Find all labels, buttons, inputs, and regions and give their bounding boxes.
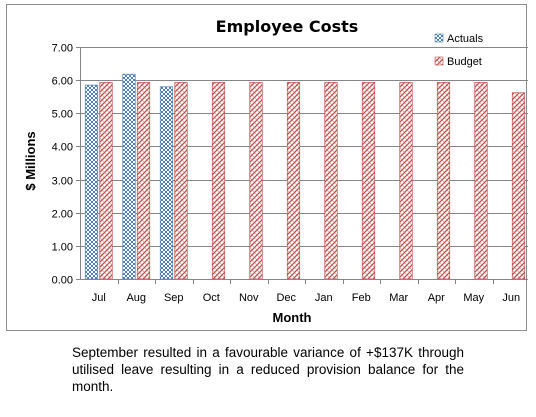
- bar-budget-mar: [399, 82, 413, 280]
- x-tick-label: Nov: [239, 292, 259, 304]
- x-tick-label: Mar: [389, 292, 408, 304]
- chart-container: Employee Costs 0.00 1.00 2.00 3.00 4.00 5.00 6…: [6, 4, 528, 331]
- bar-budget-jan: [324, 82, 338, 280]
- legend-swatch-actuals: [434, 33, 444, 43]
- y-tick-label: 6.00: [52, 76, 73, 88]
- x-tick-label: Dec: [276, 292, 296, 304]
- x-tick-label: Jul: [92, 292, 106, 304]
- legend: Actuals Budget: [434, 33, 484, 68]
- bar-budget-aug: [136, 82, 151, 280]
- bar-actuals-aug: [122, 73, 136, 280]
- y-axis-ticks: 0.00 1.00 2.00 3.00 4.00 5.00 6.00 7.00: [52, 43, 80, 287]
- bar-budget-jul: [99, 82, 113, 280]
- employee-costs-chart: Employee Costs 0.00 1.00 2.00 3.00 4.00 5.00 6…: [23, 17, 528, 325]
- y-tick-label: 2.00: [52, 209, 73, 221]
- x-tick-label: Apr: [428, 292, 445, 304]
- x-tick-label: Sep: [164, 292, 184, 304]
- bar-budget-oct: [211, 82, 226, 280]
- bar-actuals-sep: [159, 86, 174, 280]
- y-tick-label: 7.00: [52, 43, 73, 55]
- bar-actuals-jul: [84, 84, 99, 280]
- bar-budget-apr: [436, 82, 451, 280]
- x-tick-label: Jan: [315, 292, 333, 304]
- y-tick-label: 1.00: [52, 242, 73, 254]
- x-tick-label: Jun: [502, 292, 520, 304]
- y-tick-label: 5.00: [52, 109, 73, 121]
- y-tick-label: 0.00: [52, 275, 73, 287]
- gridlines: [80, 47, 528, 247]
- y-tick-label: 4.00: [52, 142, 73, 154]
- bar-budget-sep: [174, 82, 188, 280]
- legend-label-actuals: Actuals: [447, 33, 484, 45]
- bar-budget-feb: [361, 82, 376, 280]
- bar-budget-dec: [286, 82, 301, 280]
- chart-caption: September resulted in a favourable varia…: [72, 345, 464, 394]
- x-axis-ticks: Jul Aug Sep Oct Nov Dec Jan Feb Mar Apr May Jun: [92, 279, 520, 304]
- bar-budget-may: [474, 82, 488, 280]
- x-tick-label: Feb: [352, 292, 371, 304]
- y-axis-label: $ Millions: [23, 131, 38, 190]
- legend-label-budget: Budget: [447, 56, 482, 68]
- x-axis-label: Month: [273, 310, 312, 325]
- bars: [84, 73, 526, 280]
- x-tick-label: Oct: [203, 292, 220, 304]
- bar-budget-jun: [511, 92, 526, 280]
- bar-budget-nov: [249, 82, 263, 280]
- x-tick-label: Aug: [126, 292, 146, 304]
- legend-swatch-budget: [434, 56, 444, 66]
- chart-title: Employee Costs: [216, 17, 359, 36]
- x-tick-label: May: [463, 292, 484, 304]
- y-tick-label: 3.00: [52, 176, 73, 188]
